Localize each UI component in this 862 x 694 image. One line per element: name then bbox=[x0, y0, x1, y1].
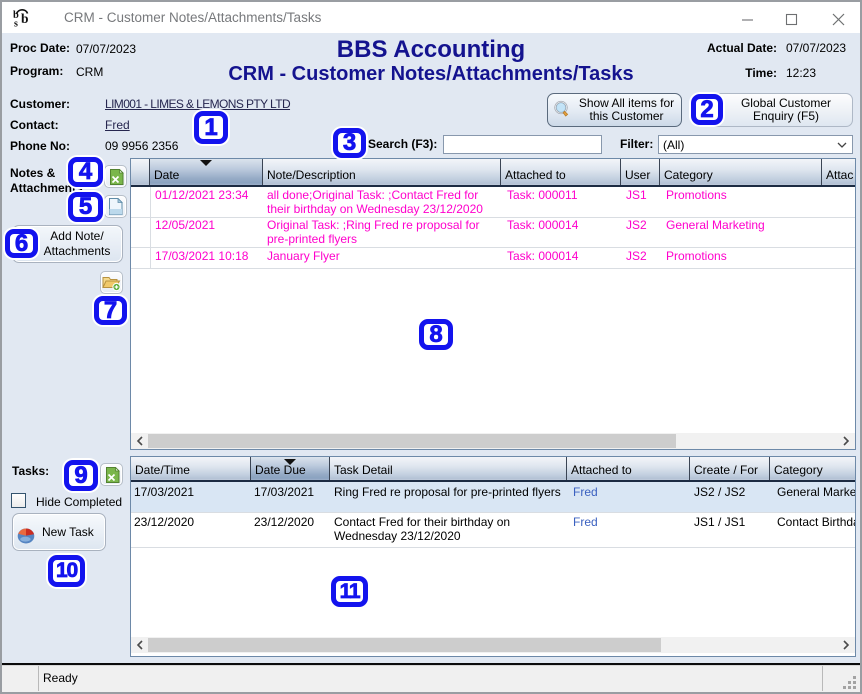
svg-text:s: s bbox=[14, 19, 18, 29]
svg-text:b: b bbox=[21, 11, 29, 26]
svg-text:b: b bbox=[13, 10, 19, 21]
